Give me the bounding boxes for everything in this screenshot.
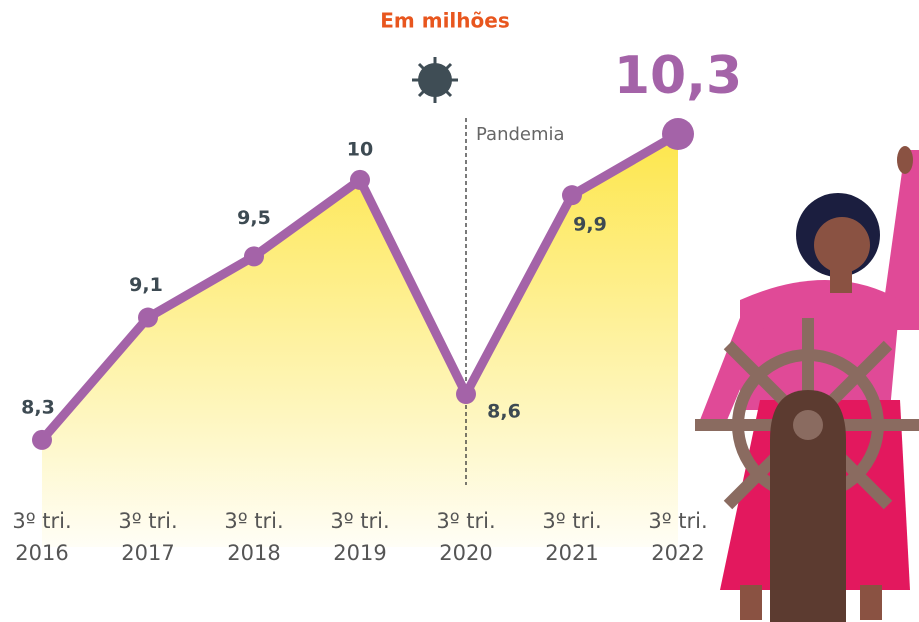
point [456,384,476,404]
value-label: 9,1 [129,274,163,296]
value-label: 10 [347,138,373,160]
point [350,170,370,190]
point [244,246,264,266]
annotation-label: Pandemia [476,124,565,145]
point [662,118,694,150]
chart: Em milhões Pandemia8,33º tri.20169,13º t… [0,0,919,622]
value-label: 10,3 [614,46,742,106]
point [32,430,52,450]
value-label: 9,5 [237,207,271,229]
point [138,308,158,328]
value-label: 8,6 [487,401,521,423]
point [562,185,582,205]
area [42,134,678,547]
value-label: 9,9 [573,214,607,236]
value-label: 8,3 [21,396,55,418]
chart-title: Em milhões [380,9,509,33]
illustration [695,146,919,622]
virus-icon [412,57,458,103]
